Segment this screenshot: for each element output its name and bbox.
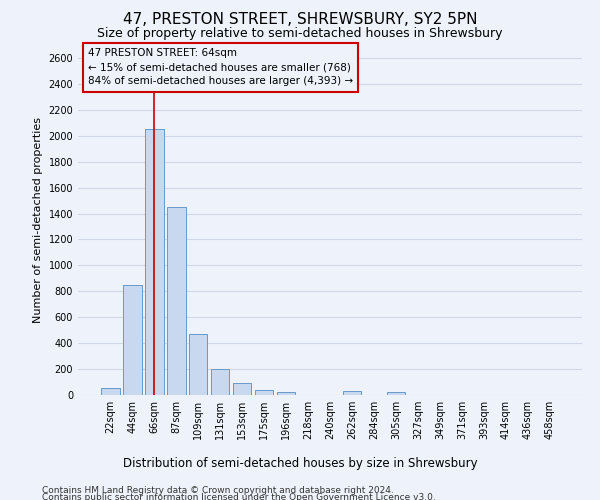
Text: Contains HM Land Registry data © Crown copyright and database right 2024.: Contains HM Land Registry data © Crown c… — [42, 486, 394, 495]
Bar — [233, 384, 251, 395]
Bar — [101, 388, 119, 395]
Bar — [123, 285, 142, 395]
Bar — [255, 390, 274, 395]
Bar — [277, 392, 295, 395]
Bar — [189, 334, 208, 395]
Text: 47, PRESTON STREET, SHREWSBURY, SY2 5PN: 47, PRESTON STREET, SHREWSBURY, SY2 5PN — [123, 12, 477, 28]
Bar — [167, 207, 185, 395]
Bar — [386, 392, 405, 395]
Bar — [343, 391, 361, 395]
Bar — [145, 130, 164, 395]
Text: Contains public sector information licensed under the Open Government Licence v3: Contains public sector information licen… — [42, 494, 436, 500]
Text: 47 PRESTON STREET: 64sqm
← 15% of semi-detached houses are smaller (768)
84% of : 47 PRESTON STREET: 64sqm ← 15% of semi-d… — [88, 48, 353, 86]
Text: Distribution of semi-detached houses by size in Shrewsbury: Distribution of semi-detached houses by … — [122, 458, 478, 470]
Bar — [211, 369, 229, 395]
Text: Size of property relative to semi-detached houses in Shrewsbury: Size of property relative to semi-detach… — [97, 28, 503, 40]
Y-axis label: Number of semi-detached properties: Number of semi-detached properties — [33, 117, 43, 323]
